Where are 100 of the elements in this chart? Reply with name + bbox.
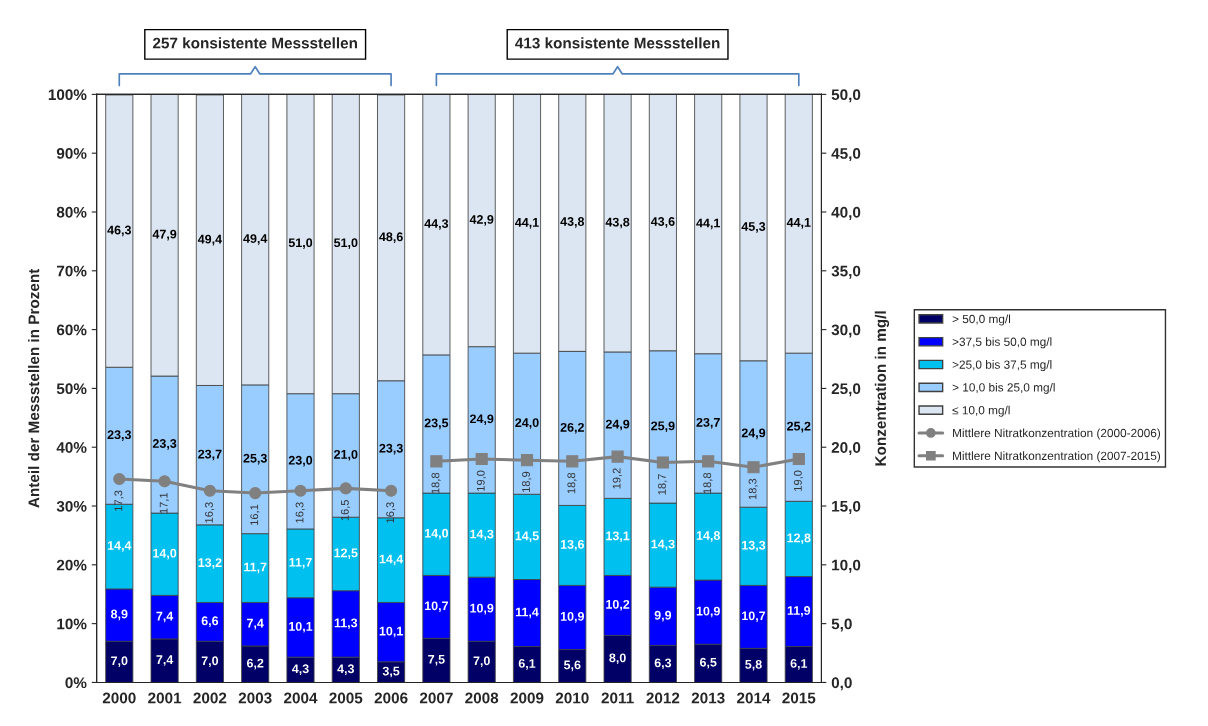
data-label: 7,0 <box>111 656 128 668</box>
data-label: 16,1 <box>250 504 260 525</box>
point <box>566 455 579 468</box>
data-label: 21,0 <box>334 449 358 461</box>
data-label: 8,9 <box>111 609 128 621</box>
x-tick-label: 2001 <box>148 692 182 704</box>
y-axis-title: Anteil der Messstellen in Prozent <box>28 268 40 508</box>
y2-tick-label: 25,0 <box>831 383 861 397</box>
y-tick-label: 10% <box>57 618 87 630</box>
data-label: 48,6 <box>379 232 403 244</box>
data-label: 7,4 <box>156 655 174 666</box>
y-tick-label: 0% <box>65 677 87 689</box>
x-tick-label: 2011 <box>601 692 634 704</box>
data-label: 12,8 <box>787 533 811 545</box>
data-label: 23,3 <box>107 430 131 441</box>
x-tick-label: 2007 <box>419 692 453 704</box>
y2-axis-title: Konzentration in mg/l <box>874 311 890 466</box>
point <box>294 484 307 497</box>
x-tick-label: 2004 <box>284 692 318 704</box>
data-label: 11,9 <box>787 606 811 617</box>
data-label: 16,3 <box>205 502 215 523</box>
data-label: 23,7 <box>198 449 222 461</box>
data-label: 49,4 <box>243 234 268 245</box>
legend-label: Mittlere Nitratkonzentration (2007-2015) <box>953 451 1161 463</box>
data-label: 14,3 <box>651 539 675 551</box>
x-tick-label: 2000 <box>102 692 136 704</box>
point <box>203 484 216 497</box>
data-label: 23,3 <box>152 439 177 450</box>
data-label: 14,4 <box>379 554 404 566</box>
point <box>158 475 171 488</box>
data-label: 42,9 <box>469 215 494 226</box>
x-tick-label: 2014 <box>737 692 771 704</box>
data-label: 14,8 <box>696 531 720 542</box>
data-label: 24,0 <box>515 418 539 429</box>
data-label: 24,9 <box>605 419 630 431</box>
y-tick-label: 20% <box>56 559 87 571</box>
data-label: 10,9 <box>696 606 720 618</box>
data-label: 19,2 <box>612 468 622 489</box>
data-label: 9,9 <box>654 610 672 622</box>
data-label: 14,0 <box>153 548 177 560</box>
x-tick-label: 2013 <box>691 692 725 704</box>
point <box>113 472 126 486</box>
text: 257 konsistente Messstellen <box>152 37 357 49</box>
y-tick-label: 100% <box>48 89 87 101</box>
x-tick-label: 2009 <box>510 692 544 704</box>
legend-label: Mittlere Nitratkonzentration (2000-2006) <box>953 428 1161 440</box>
data-label: 26,2 <box>560 422 584 434</box>
data-label: 45,3 <box>741 222 766 233</box>
point <box>747 461 760 474</box>
data-label: 13,1 <box>606 531 630 543</box>
data-label: 5,8 <box>745 659 762 671</box>
data-label: 46,3 <box>107 225 131 237</box>
point <box>656 456 669 469</box>
legend-label: >37,5 bis 50,0 mg/l <box>952 337 1052 349</box>
x-tick-label: 2012 <box>646 692 680 704</box>
data-label: 23,3 <box>379 443 403 455</box>
legend-label: ≤ 10,0 mg/l <box>952 405 1010 417</box>
data-label: 44,3 <box>424 219 449 230</box>
data-label: 4,3 <box>337 664 355 675</box>
data-label: 6,5 <box>699 657 717 669</box>
legend-label: > 50,0 mg/l <box>952 314 1011 326</box>
data-label: 49,4 <box>197 234 222 246</box>
point <box>430 455 443 468</box>
y2-tick-label: 50,0 <box>831 89 861 103</box>
data-label: 10,2 <box>606 599 630 611</box>
x-tick-label: 2006 <box>374 692 408 704</box>
legend-label: >25,0 bis 37,5 mg/l <box>952 360 1052 372</box>
data-label: 10,9 <box>560 611 584 623</box>
data-label: 7,0 <box>473 656 490 668</box>
y2-tick-label: 35,0 <box>831 265 861 279</box>
data-label: 13,6 <box>560 539 584 551</box>
data-label: 5,6 <box>563 660 581 672</box>
point <box>520 454 534 467</box>
legend-label: > 10,0 bis 25,0 mg/l <box>952 382 1055 394</box>
point <box>475 452 488 466</box>
data-label: 18,9 <box>522 471 532 493</box>
x-tick-label: 2008 <box>465 692 499 704</box>
data-label: 25,3 <box>243 453 267 465</box>
data-label: 10,1 <box>289 621 313 633</box>
data-label: 14,3 <box>470 529 494 541</box>
data-label: 43,8 <box>605 217 630 229</box>
data-label: 6,1 <box>790 659 808 670</box>
data-label: 6,6 <box>201 616 219 628</box>
data-label: 11,7 <box>244 562 267 574</box>
x-tick-label: 2003 <box>238 692 272 704</box>
data-label: 47,9 <box>152 229 177 241</box>
data-label: 16,3 <box>386 502 396 523</box>
data-label: 7,0 <box>201 656 219 668</box>
data-label: 23,5 <box>424 418 449 430</box>
x-tick-label: 2015 <box>782 692 816 704</box>
data-label: 18,7 <box>658 474 668 495</box>
y-tick-label: 80% <box>56 206 87 218</box>
point <box>792 452 805 466</box>
point <box>339 482 352 495</box>
data-label: 14,5 <box>515 531 539 543</box>
data-label: 10,7 <box>425 601 449 613</box>
point <box>249 487 262 500</box>
point <box>611 450 624 463</box>
data-label: 18,8 <box>703 472 713 494</box>
data-label: 10,7 <box>742 611 766 623</box>
